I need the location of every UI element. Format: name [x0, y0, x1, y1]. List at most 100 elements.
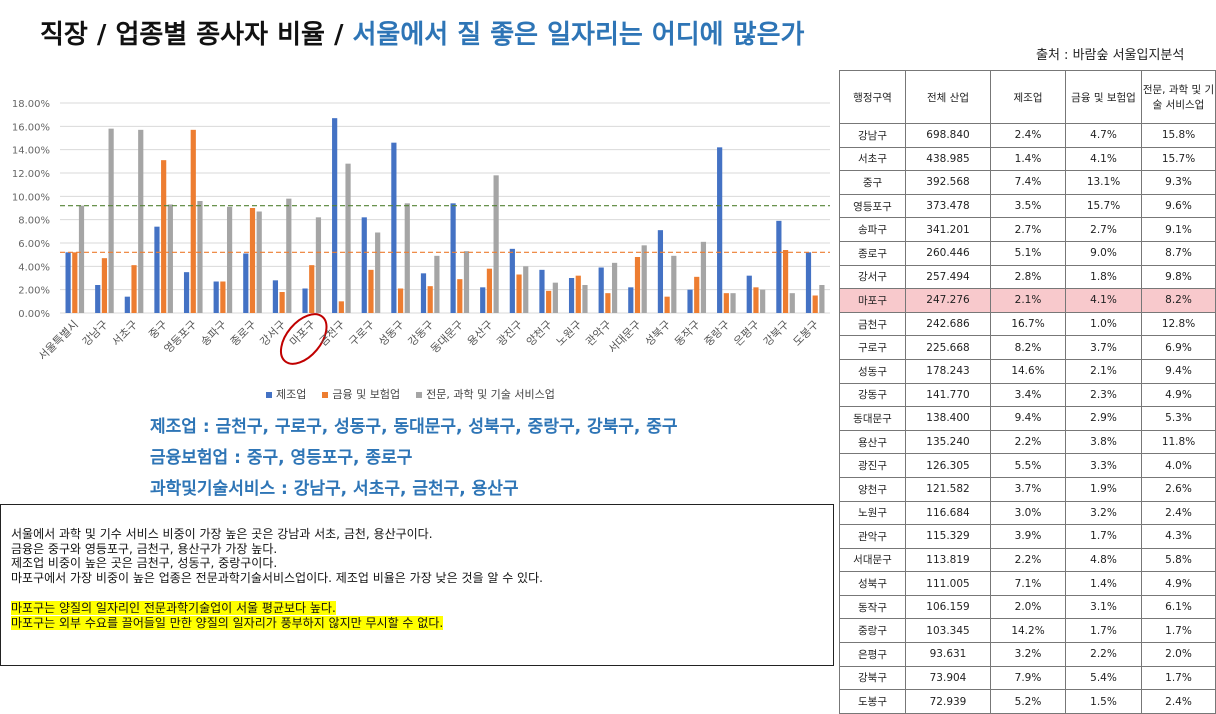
- x-tick-label: 동작구: [672, 318, 703, 349]
- bar-finance: [546, 290, 552, 313]
- table-cell: 3.9%: [990, 524, 1066, 549]
- bar-professional: [463, 251, 470, 313]
- bar-manufacturing: [687, 289, 693, 313]
- table-cell: 15.7%: [1065, 193, 1142, 219]
- legend-swatch-finance: [322, 392, 329, 398]
- table-cell: 3.7%: [990, 476, 1066, 502]
- table-cell: 5.3%: [1141, 406, 1216, 431]
- bar-manufacturing: [480, 287, 486, 313]
- bar-manufacturing: [154, 226, 160, 313]
- bar-manufacturing: [243, 253, 249, 313]
- table-cell: 2.2%: [990, 429, 1066, 455]
- table-cell: 1.4%: [990, 146, 1066, 172]
- bar-professional: [700, 241, 707, 313]
- bar-finance: [664, 296, 670, 313]
- bar-professional: [345, 163, 351, 313]
- table-cell: 15.8%: [1141, 123, 1216, 148]
- table-cell: 1.4%: [1065, 571, 1142, 596]
- bar-finance: [575, 275, 581, 313]
- table-cell: 4.1%: [1065, 288, 1142, 313]
- bar-professional: [226, 206, 233, 313]
- table-cell: 4.9%: [1141, 382, 1216, 408]
- bar-finance: [605, 293, 611, 313]
- legend-swatch-professional: [416, 392, 423, 398]
- y-tick-label: 16.00%: [12, 122, 50, 133]
- table-cell: 115.329: [905, 524, 991, 549]
- legend-swatch-manufacturing: [266, 392, 272, 398]
- table-cell: 용산구: [839, 429, 906, 455]
- table-row: 구로구 225.668 8.2% 3.7% 6.9%: [839, 335, 1216, 360]
- table-cell: 178.243: [905, 358, 991, 384]
- bar-finance: [753, 287, 759, 313]
- table-body: 강남구 698.840 2.4% 4.7% 15.8% 서초구 438.985 1.4% 4.1…: [839, 123, 1216, 714]
- bar-finance: [723, 293, 729, 313]
- table-row: 강남구 698.840 2.4% 4.7% 15.8%: [839, 123, 1216, 148]
- table-cell: 동작구: [839, 594, 906, 620]
- y-tick-label: 18.00%: [12, 99, 50, 110]
- legend-label-manufacturing: 제조업: [276, 388, 307, 401]
- bar-professional: [523, 266, 529, 313]
- table-cell: 14.6%: [990, 358, 1066, 384]
- table-cell: 8.2%: [990, 335, 1066, 360]
- x-tick-label: 중랑구: [702, 318, 733, 349]
- table-cell: 438.985: [905, 146, 991, 172]
- table-cell: 72.939: [905, 689, 991, 714]
- x-tick-label: 금천구: [316, 317, 347, 348]
- y-tick-label: 8.00%: [18, 216, 50, 227]
- table-cell: 3.2%: [990, 642, 1066, 667]
- bar-manufacturing: [361, 217, 367, 313]
- y-tick-label: 12.00%: [12, 169, 50, 180]
- bar-manufacturing: [717, 147, 723, 313]
- bar-professional: [256, 211, 262, 313]
- table-cell: 135.240: [905, 429, 991, 455]
- table-row: 서대문구 113.819 2.2% 4.8% 5.8%: [839, 547, 1216, 573]
- table-cell: 3.1%: [1065, 594, 1142, 620]
- page-title: 직장 / 업종별 종사자 비율 / 서울에서 질 좋은 일자리는 어디에 많은가: [40, 14, 804, 51]
- bar-manufacturing: [65, 252, 71, 313]
- note-highlight-line: 마포구는 양질의 일자리인 전문과학기술업이 서울 평균보다 높다.: [11, 601, 833, 616]
- bar-finance: [812, 295, 818, 313]
- bar-manufacturing: [805, 252, 812, 313]
- y-tick-label: 14.00%: [12, 146, 50, 157]
- table-cell: 은평구: [839, 642, 906, 667]
- bar-finance: [220, 281, 226, 313]
- table-row: 용산구 135.240 2.2% 3.8% 11.8%: [839, 429, 1216, 455]
- table-cell: 2.8%: [990, 264, 1066, 290]
- table-cell: 강동구: [839, 382, 906, 408]
- table-cell: 106.159: [905, 594, 991, 620]
- x-tick-label: 마포구: [287, 318, 318, 349]
- table-cell: 126.305: [905, 453, 991, 478]
- table-cell: 698.840: [905, 123, 991, 148]
- bar-finance: [694, 276, 700, 313]
- bar-manufacturing: [420, 273, 427, 313]
- bar-manufacturing: [302, 288, 308, 313]
- bar-finance: [131, 265, 137, 313]
- bar-finance: [427, 286, 433, 313]
- table-cell: 서대문구: [839, 547, 906, 573]
- y-tick-label: 4.00%: [18, 262, 50, 273]
- bar-professional: [789, 293, 795, 313]
- bar-manufacturing: [776, 220, 782, 313]
- page-title-prefix: 직장 / 업종별 종사자 비율 /: [40, 20, 353, 50]
- summary-finance: 금융보험업 : 중구, 영등포구, 종로구: [150, 448, 413, 468]
- table-cell: 1.7%: [1065, 524, 1142, 549]
- note-line: 제조업 비중이 높은 곳은 금천구, 성동구, 중랑구이다.: [11, 556, 278, 571]
- note-highlight-line: 마포구는 외부 수요를 끌어들일 만한 양질의 일자리가 풍부하지 않지만 무시…: [11, 615, 833, 631]
- table-cell: 2.2%: [990, 547, 1066, 573]
- chart-legend: 제조업 금융 및 보험업 전문, 과학 및 기술 서비스업: [266, 386, 555, 402]
- table-cell: 3.5%: [990, 193, 1066, 219]
- table-cell: 12.8%: [1141, 311, 1216, 337]
- table-row: 도봉구 72.939 5.2% 1.5% 2.4%: [839, 689, 1216, 714]
- x-tick-label: 은평구: [731, 318, 762, 349]
- table-cell: 2.4%: [1141, 689, 1216, 714]
- bar-finance: [249, 208, 256, 313]
- table-cell: 5.2%: [990, 689, 1066, 714]
- note-highlight-text: 마포구는 외부 수요를 끌어들일 만한 양질의 일자리가 풍부하지 않지만 무시…: [11, 615, 444, 630]
- table-cell: 7.1%: [990, 571, 1066, 596]
- table-cell: 111.005: [905, 571, 991, 596]
- table-cell: 14.2%: [990, 618, 1066, 644]
- table-row: 서초구 438.985 1.4% 4.1% 15.7%: [839, 146, 1216, 172]
- bar-finance: [782, 250, 789, 313]
- table-cell: 2.4%: [990, 123, 1066, 148]
- bar-manufacturing: [509, 248, 515, 313]
